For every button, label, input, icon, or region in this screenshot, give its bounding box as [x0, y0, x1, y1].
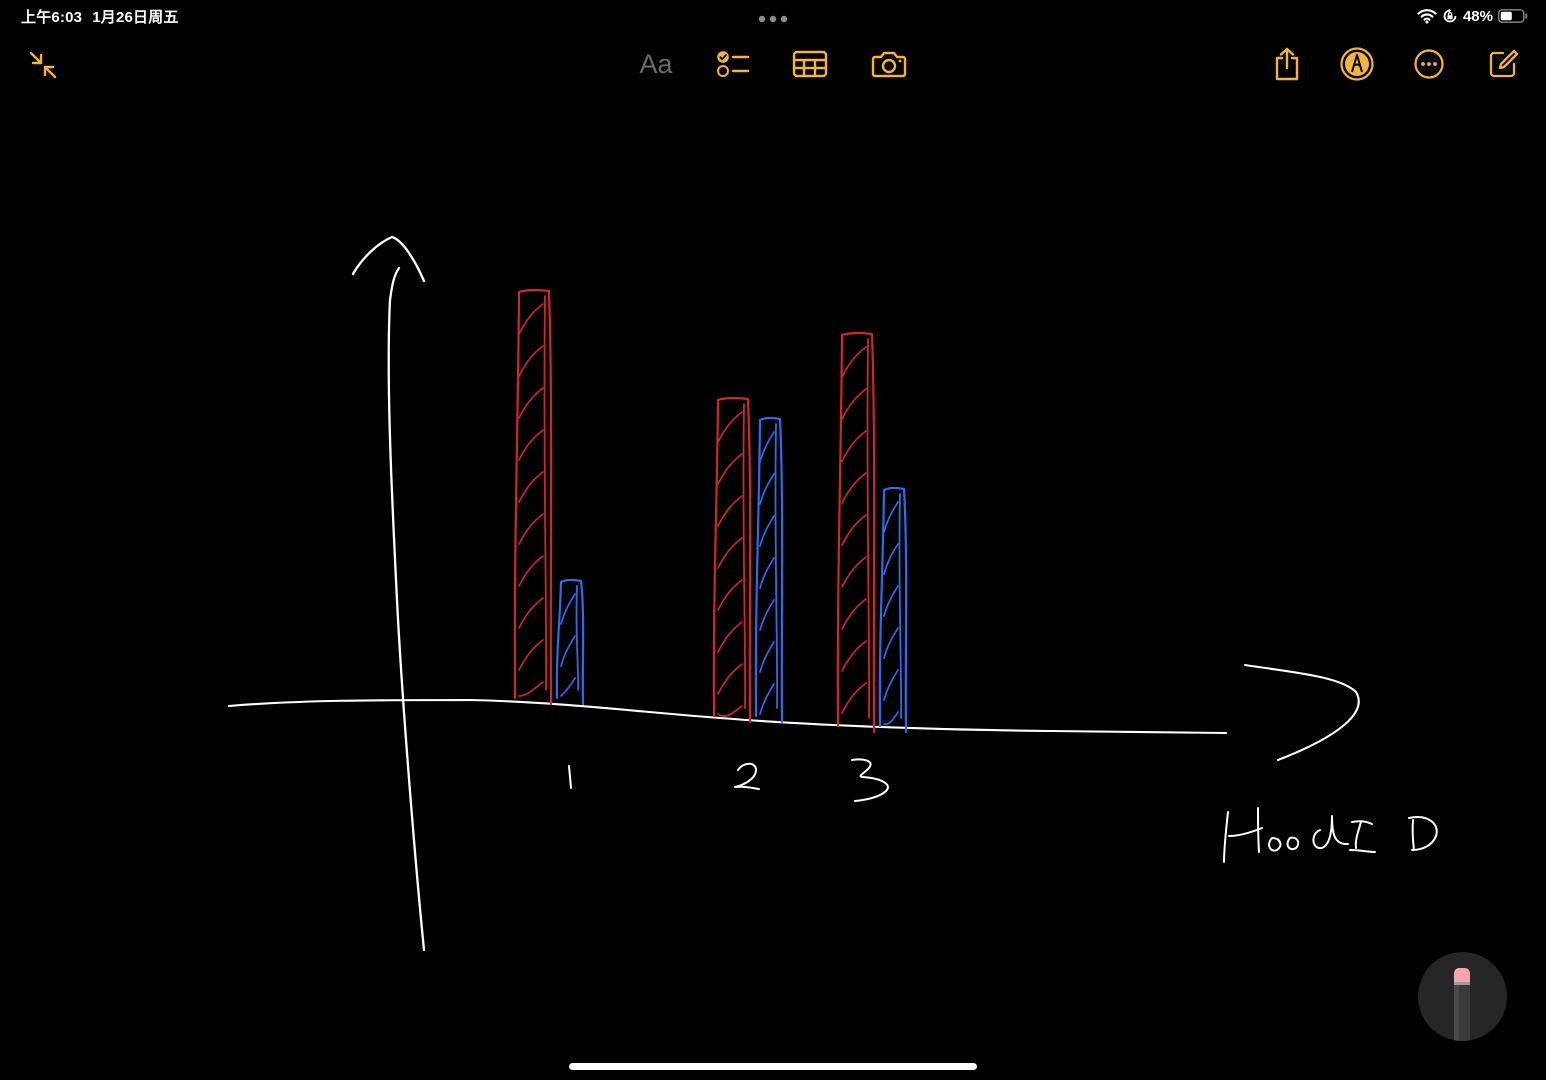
x-tick-label-1	[568, 765, 572, 789]
bars-group	[513, 288, 908, 734]
more-icon	[1413, 48, 1445, 80]
x-axis	[227, 663, 1360, 762]
minimize-button[interactable]	[24, 46, 62, 84]
bar-blue-2	[754, 416, 784, 724]
pencil-tool-button[interactable]	[1418, 952, 1507, 1041]
bar-red-3	[836, 331, 876, 734]
text-format-button[interactable]: Aa	[632, 45, 680, 83]
table-icon	[792, 49, 828, 79]
battery-percent: 48%	[1462, 7, 1493, 25]
home-indicator[interactable]	[569, 1063, 977, 1070]
compose-button[interactable]	[1484, 45, 1522, 83]
status-time: 上午6:03	[21, 9, 83, 26]
minimize-icon	[27, 49, 59, 81]
status-bar: 上午6:03 1月26日周五 48%	[0, 0, 1546, 32]
camera-button[interactable]	[869, 45, 909, 83]
more-button[interactable]	[1410, 45, 1448, 83]
multitask-menu-icon[interactable]	[757, 11, 789, 23]
pencil-icon	[1418, 968, 1507, 1041]
x-axis-title	[1223, 807, 1438, 863]
status-time-date: 上午6:03 1月26日周五	[21, 6, 179, 27]
checklist-icon	[714, 48, 750, 80]
x-tick-label-2	[734, 762, 760, 790]
camera-icon	[871, 49, 907, 79]
orientation-lock-icon	[1442, 8, 1458, 24]
table-button[interactable]	[790, 45, 830, 83]
battery-icon	[1498, 9, 1528, 23]
share-button[interactable]	[1268, 44, 1306, 84]
bar-red-2	[712, 396, 752, 724]
status-indicators: 48%	[1417, 6, 1528, 26]
wifi-icon	[1417, 8, 1437, 24]
x-tick-labels	[568, 758, 889, 802]
compose-icon	[1487, 48, 1519, 80]
bar-blue-3	[878, 486, 908, 734]
markup-icon	[1340, 47, 1374, 81]
text-format-label: Aa	[639, 48, 673, 79]
bar-blue-1	[555, 578, 585, 706]
checklist-button[interactable]	[712, 45, 752, 83]
markup-button[interactable]	[1338, 45, 1376, 83]
status-date: 1月26日周五	[92, 9, 179, 26]
x-tick-label-3	[851, 758, 889, 802]
y-axis	[351, 235, 426, 952]
share-icon	[1272, 46, 1302, 82]
bar-red-1	[513, 288, 553, 706]
